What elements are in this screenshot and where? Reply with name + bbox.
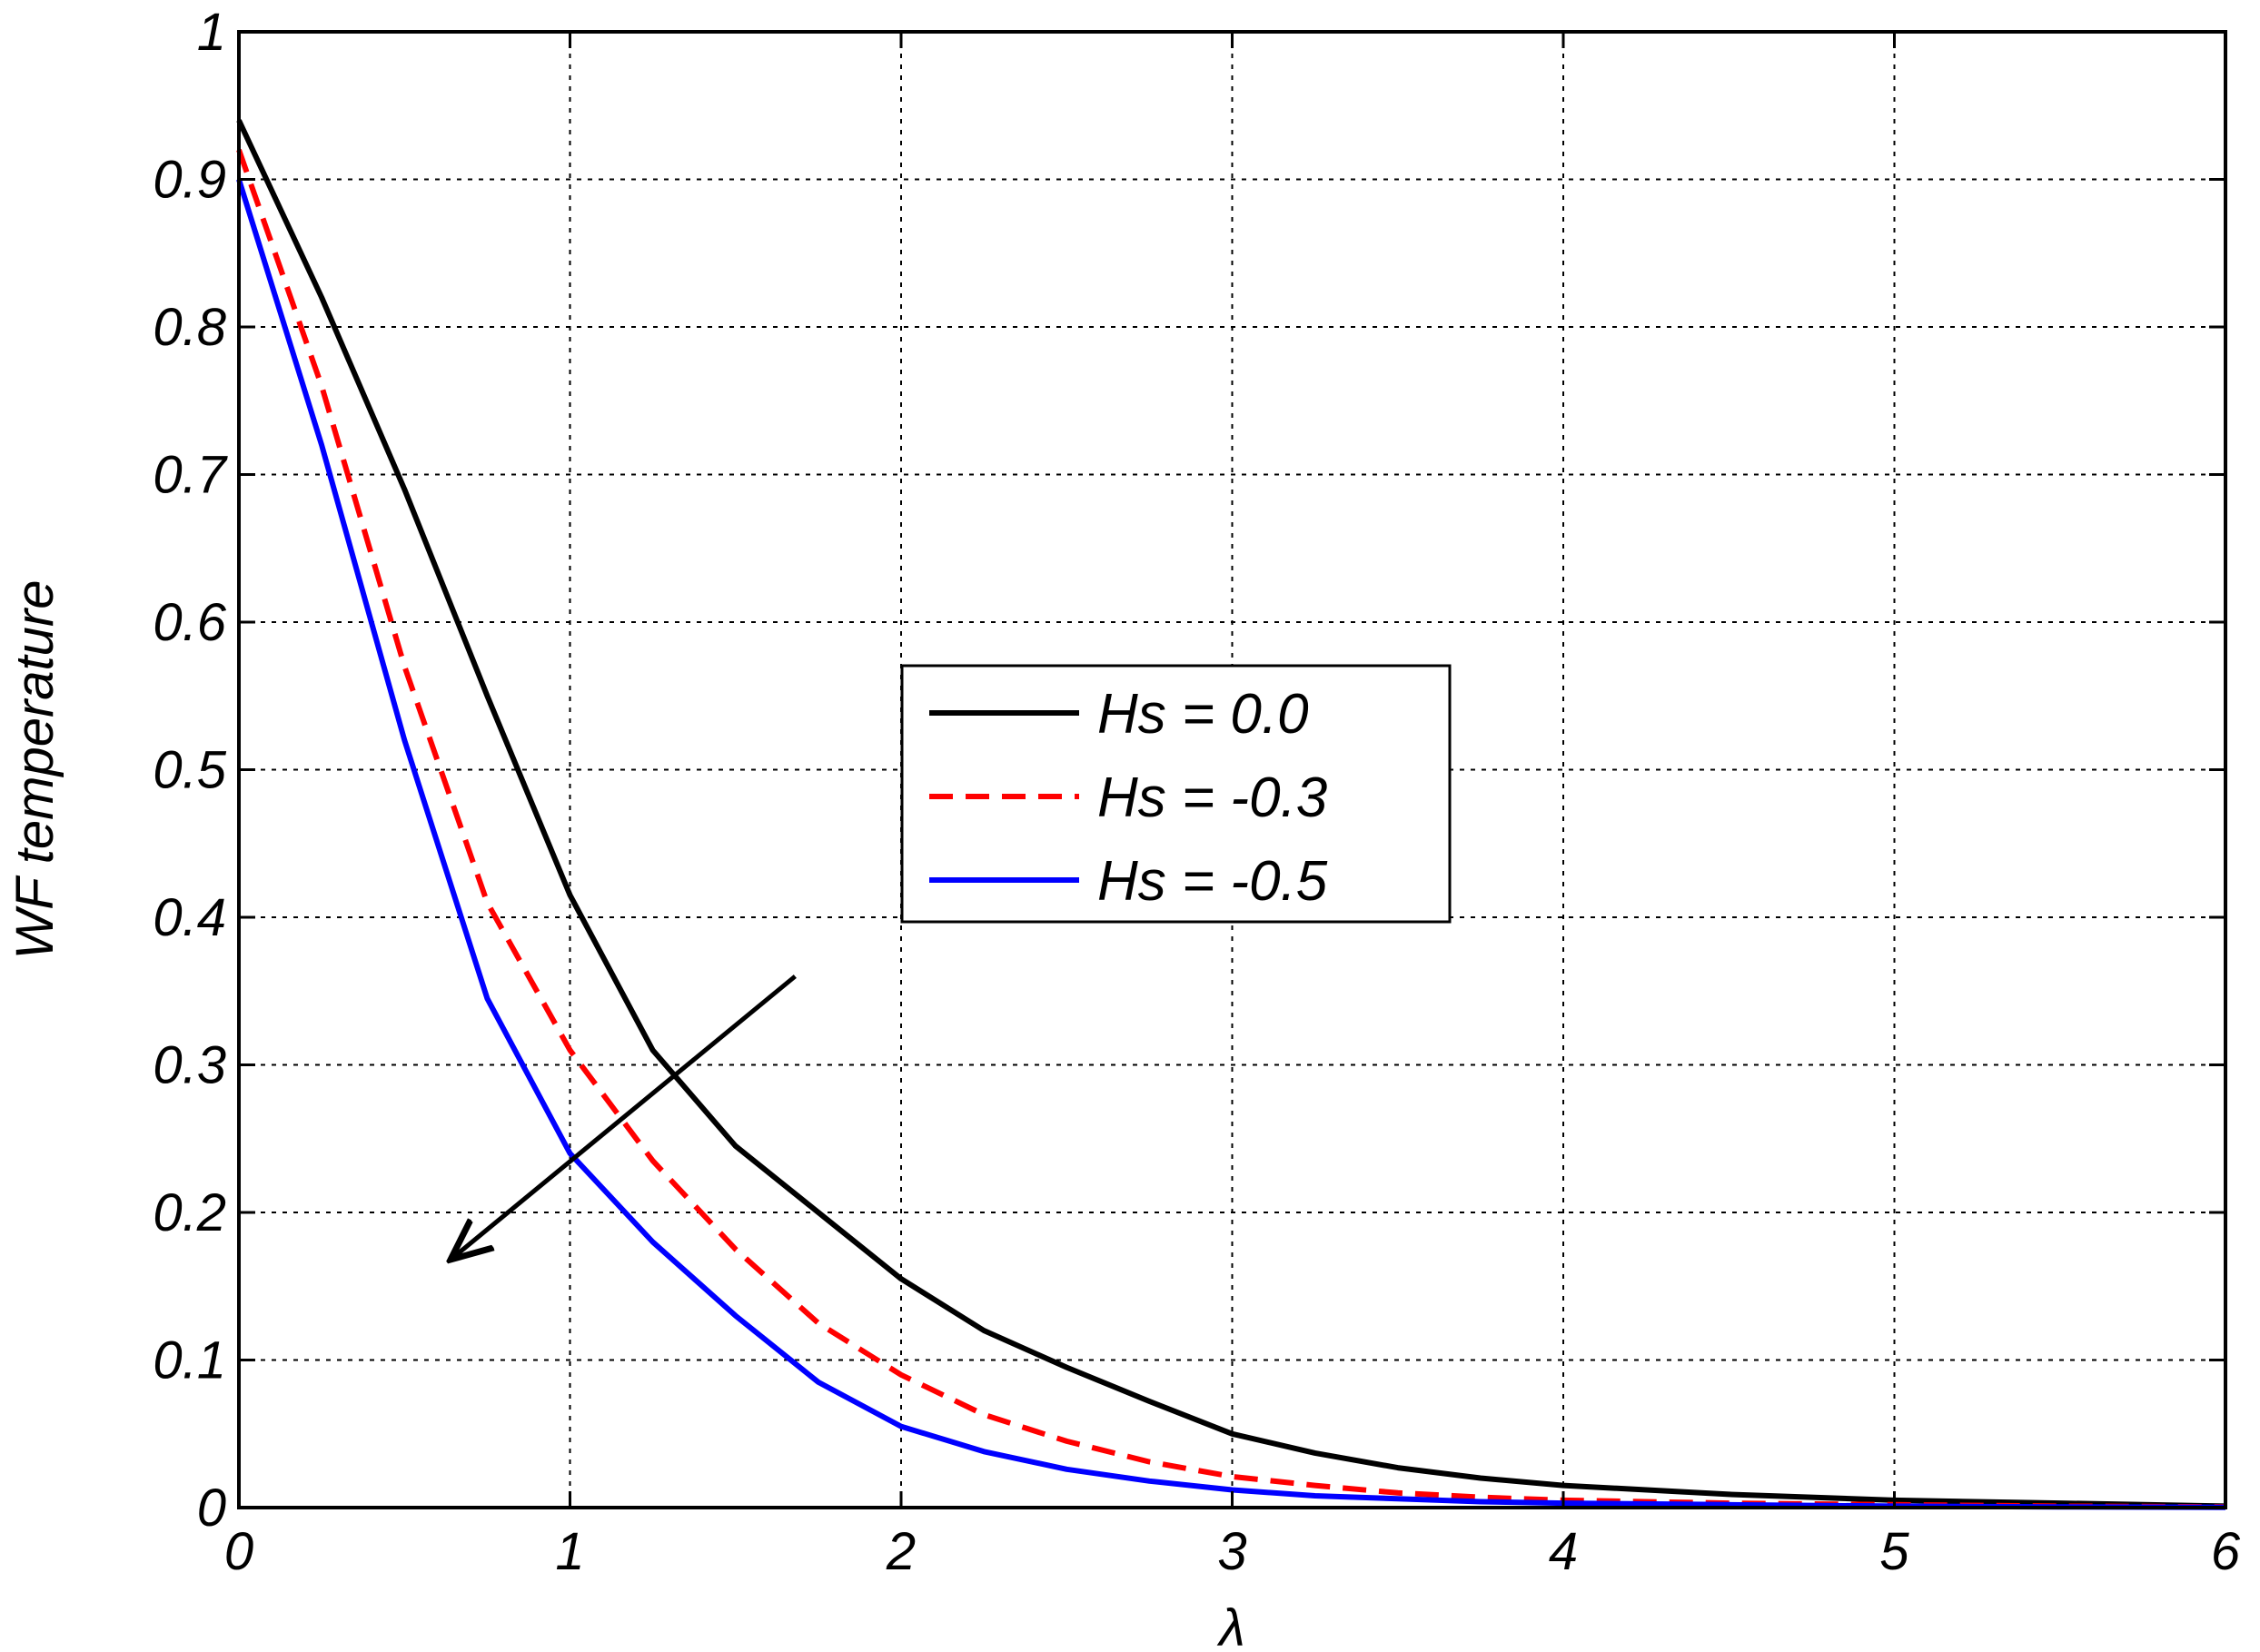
x-tick-label: 4: [1549, 1522, 1578, 1581]
x-tick-label: 5: [1879, 1522, 1909, 1581]
y-axis-label: WF temperature: [5, 580, 64, 960]
y-tick-label: 0.7: [153, 446, 228, 505]
legend: Hs = 0.0 Hs = -0.3 Hs = -0.5: [900, 664, 1452, 924]
x-tick-label: 3: [1217, 1522, 1246, 1581]
y-tick-label: 0: [197, 1479, 226, 1538]
y-tick-label: 1: [197, 3, 226, 62]
y-tick-label: 0.8: [153, 298, 226, 357]
y-tick-label: 0.2: [153, 1183, 226, 1242]
legend-label-0: Hs = 0.0: [1097, 683, 1309, 746]
y-tick-label: 0.9: [153, 151, 226, 210]
legend-label-1: Hs = -0.3: [1097, 767, 1327, 829]
x-axis-label: λ: [1216, 1598, 1245, 1652]
y-tick-label: 0.6: [153, 593, 226, 652]
y-tick-label: 0.1: [153, 1331, 226, 1390]
y-tick-label: 0.5: [153, 741, 226, 800]
annotations: [454, 974, 797, 1257]
tick-labels: 0 1 2 3 4 5 6 0 0.1 0.2 0.3 0.4 0.5 0.6 0.7 0.8 0.9 1: [153, 3, 2241, 1581]
legend-label-2: Hs = -0.5: [1097, 850, 1328, 913]
x-tick-label: 0: [224, 1522, 253, 1581]
x-tick-label: 1: [555, 1522, 584, 1581]
trend-arrow: [454, 974, 797, 1257]
series-layer: [236, 119, 2226, 1510]
ticks: [237, 30, 2227, 1509]
series-line-0: [236, 119, 2226, 1509]
series-line-2: [236, 178, 2226, 1510]
x-tick-label: 2: [886, 1522, 916, 1581]
y-tick-label: 0.4: [153, 888, 226, 947]
x-tick-label: 6: [2211, 1522, 2241, 1581]
y-tick-label: 0.3: [153, 1036, 226, 1095]
